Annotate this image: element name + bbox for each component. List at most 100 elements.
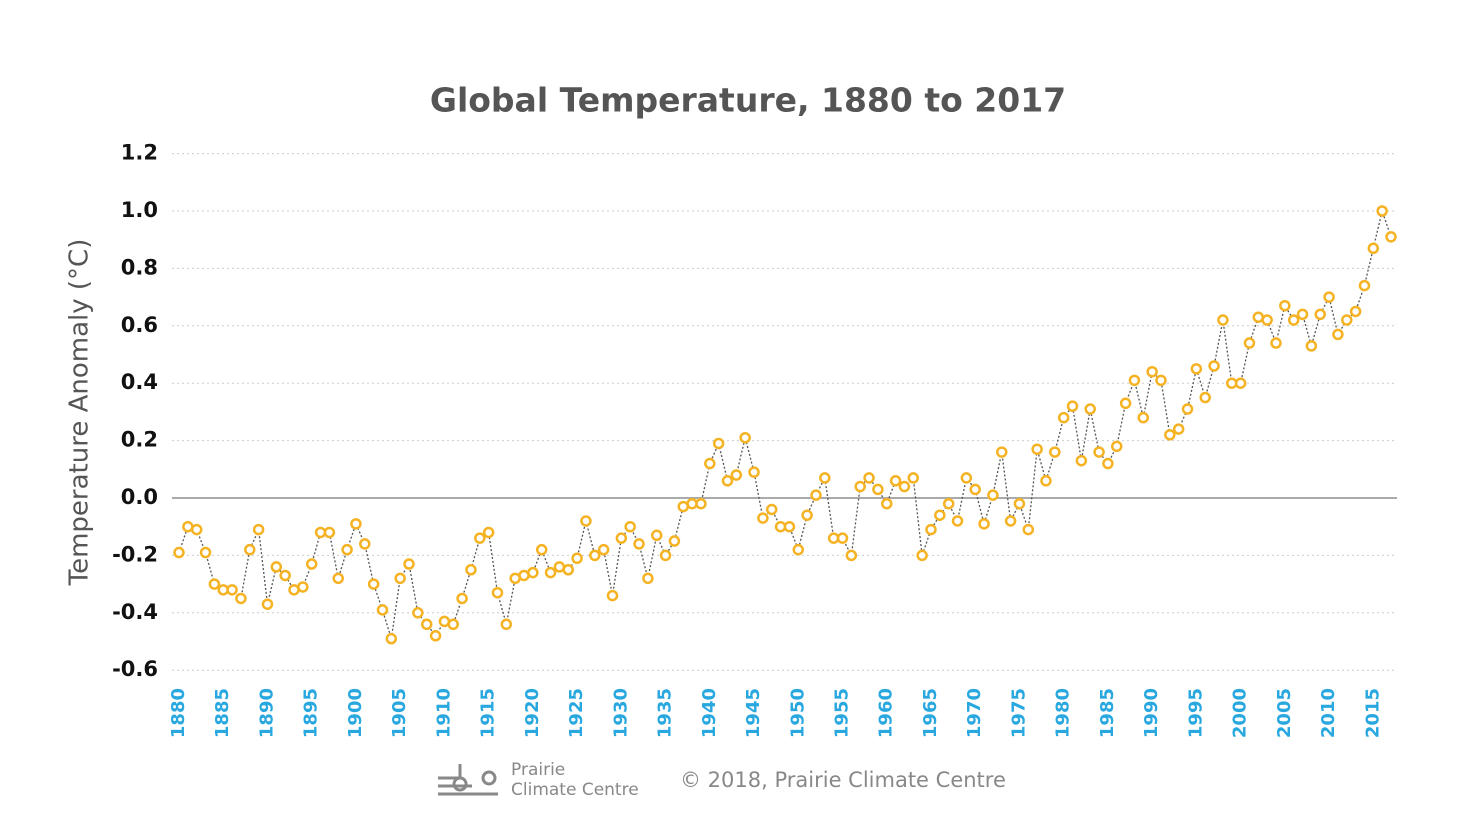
data-point (420, 618, 433, 631)
data-point (1367, 242, 1380, 255)
data-point (721, 475, 734, 487)
x-tick-label: 1920 (522, 688, 543, 738)
data-point (1004, 515, 1017, 527)
data-point (995, 446, 1008, 458)
y-tick-label: 0.6 (121, 313, 158, 337)
data-point (969, 483, 981, 496)
x-tick-label: 1995 (1185, 688, 1206, 738)
data-point (332, 572, 344, 585)
data-point (1155, 374, 1167, 387)
data-point (845, 549, 858, 562)
data-point (385, 632, 398, 645)
data-point (757, 512, 769, 524)
data-point (889, 475, 902, 487)
data-point (1146, 365, 1158, 378)
data-point (350, 518, 362, 530)
data-point (535, 543, 548, 556)
data-point (252, 523, 265, 536)
data-point (235, 592, 247, 605)
data-point (1217, 314, 1229, 326)
data-point (650, 529, 663, 542)
x-tick-label: 1970 (964, 688, 985, 738)
data-point (482, 526, 495, 539)
data-point (730, 469, 743, 481)
x-tick-label: 1885 (212, 688, 233, 738)
data-point (880, 497, 893, 510)
data-point (659, 549, 672, 562)
data-point (960, 472, 973, 484)
y-tick-label: 0.0 (121, 485, 158, 509)
data-point (589, 549, 601, 562)
data-point (270, 561, 283, 573)
data-point (1049, 446, 1061, 458)
x-tick-label: 1930 (610, 688, 631, 738)
y-tick-label: 0.8 (121, 255, 158, 279)
data-point (261, 598, 274, 610)
x-tick-label: 1895 (301, 688, 322, 738)
series-line (178, 208, 1392, 639)
y-tick-label: -0.4 (112, 600, 158, 624)
data-point (403, 558, 415, 570)
data-point (226, 584, 238, 596)
data-point (916, 549, 928, 562)
data-point (1199, 391, 1211, 404)
y-tick-label: -0.2 (112, 542, 158, 566)
data-point (1119, 397, 1132, 410)
data-point (1234, 377, 1247, 389)
x-tick-label: 1990 (1141, 688, 1162, 738)
x-tick-label: 1975 (1008, 688, 1029, 738)
data-point (1208, 360, 1220, 372)
x-tick-label: 2000 (1230, 688, 1251, 738)
data-point (323, 526, 336, 539)
data-point (1190, 363, 1203, 375)
x-tick-label: 1915 (478, 688, 499, 738)
x-tick-label: 1950 (787, 688, 808, 738)
x-tick-label: 1980 (1053, 688, 1074, 738)
data-point (279, 569, 291, 582)
data-point (1349, 305, 1362, 318)
data-point (819, 472, 831, 484)
data-point (934, 509, 946, 521)
data-point (447, 618, 459, 631)
data-point (297, 581, 309, 593)
data-point (199, 546, 212, 559)
y-tick-label: 0.2 (121, 428, 158, 452)
data-point (987, 489, 999, 501)
data-point (925, 523, 937, 536)
x-tick-label: 2015 (1362, 688, 1383, 738)
data-point (1057, 411, 1070, 424)
x-tick-label: 1880 (168, 688, 189, 738)
data-point (394, 572, 406, 585)
data-point (624, 520, 636, 533)
data-point (1279, 299, 1291, 312)
data-point (1358, 279, 1371, 292)
x-tick-label: 1905 (389, 688, 410, 738)
data-point (376, 604, 389, 616)
data-point (412, 607, 424, 619)
x-tick-label: 2005 (1274, 688, 1295, 738)
data-point (359, 538, 371, 550)
data-point (367, 578, 380, 590)
data-point (1031, 443, 1043, 455)
data-point (739, 431, 751, 444)
data-point (765, 503, 778, 516)
x-tick-label: 1945 (743, 688, 764, 738)
data-point (872, 483, 884, 496)
x-tick-label: 1960 (876, 688, 897, 738)
x-tick-label: 1965 (920, 688, 941, 738)
data-point (748, 466, 760, 478)
data-point (1111, 440, 1123, 453)
data-point (704, 457, 716, 470)
data-point (1261, 314, 1273, 326)
x-tick-label: 1910 (433, 688, 454, 738)
data-point (854, 480, 866, 493)
data-point (500, 618, 513, 631)
data-point (1128, 374, 1141, 387)
data-point (244, 543, 256, 556)
x-tick-label: 1900 (345, 688, 366, 738)
data-point (1164, 429, 1176, 441)
data-point (836, 532, 849, 544)
data-point (606, 589, 619, 602)
data-point (1172, 423, 1185, 435)
